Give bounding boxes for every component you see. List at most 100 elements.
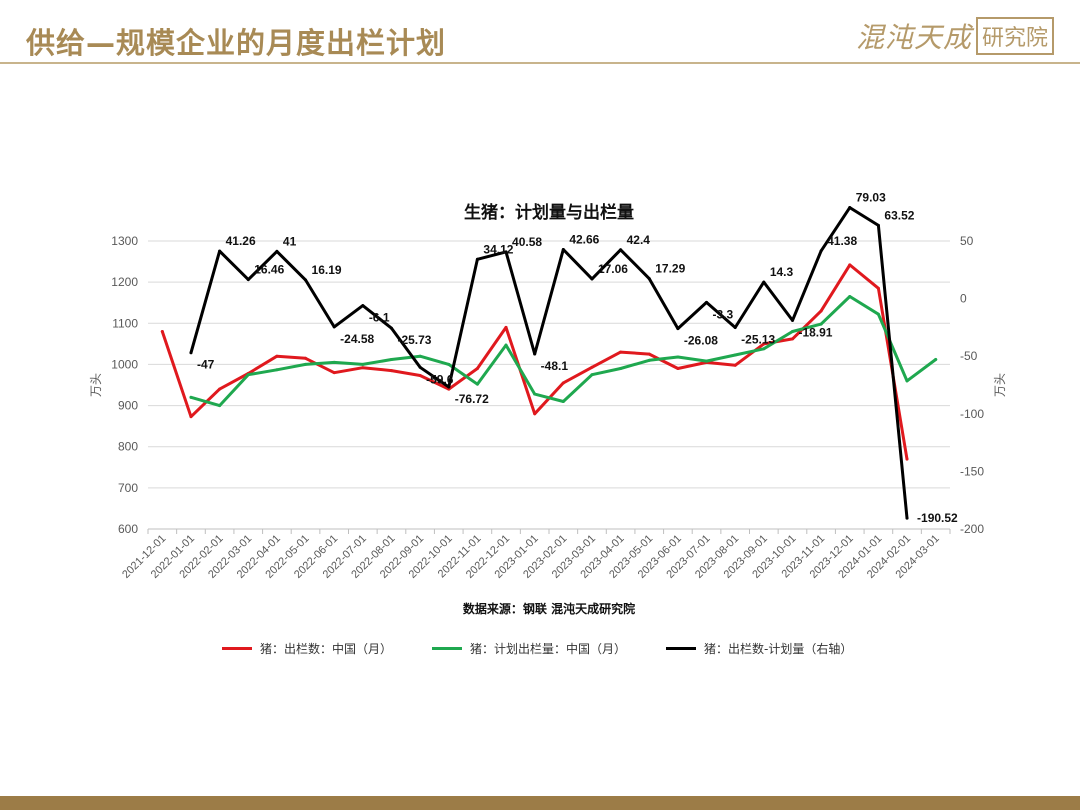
y2-tick-label: 50 <box>960 234 974 248</box>
legend-label-actual: 猪：出栏数：中国（月） <box>260 642 393 656</box>
series-line-0 <box>160 263 909 461</box>
data-point <box>275 368 279 372</box>
data-point <box>332 325 336 329</box>
data-point <box>819 322 823 326</box>
data-label: -6.1 <box>369 311 390 325</box>
data-label: 79.03 <box>856 191 886 205</box>
data-point <box>733 363 737 367</box>
chart-title: 生猪：计划量与出栏量 <box>464 203 634 223</box>
data-point <box>905 516 909 520</box>
y-axis-title: 万头 <box>89 373 103 397</box>
data-point <box>504 250 508 254</box>
data-point <box>876 223 880 227</box>
data-point <box>790 337 794 341</box>
data-label: 17.29 <box>655 262 685 276</box>
y2-tick-label: -100 <box>960 407 984 421</box>
y-tick-label: 700 <box>118 481 138 495</box>
legend-label-plan: 猪：计划出栏量：中国（月） <box>470 642 627 656</box>
data-label: -25.13 <box>741 333 775 347</box>
data-point <box>275 249 279 253</box>
data-label: 14.3 <box>770 265 794 279</box>
data-point <box>762 280 766 284</box>
data-point <box>733 353 737 357</box>
data-point <box>790 318 794 322</box>
data-point <box>304 362 308 366</box>
data-label: 16.46 <box>254 263 284 277</box>
data-point <box>905 379 909 383</box>
data-label: 40.58 <box>512 235 542 249</box>
data-point <box>590 365 594 369</box>
y2-tick-label: 0 <box>960 292 967 306</box>
data-point <box>876 286 880 290</box>
series-line-2 <box>189 206 909 520</box>
legend-item-plan: 猪：计划出栏量：中国（月） <box>432 640 626 657</box>
data-point <box>676 355 680 359</box>
data-label: -76.72 <box>455 392 489 406</box>
data-point <box>647 352 651 356</box>
legend-label-diff: 猪：出栏数-计划量（右轴） <box>704 642 853 656</box>
data-point <box>218 404 222 408</box>
chart-legend: 猪：出栏数：中国（月） 猪：计划出栏量：中国（月） 猪：出栏数-计划量（右轴） <box>222 640 892 657</box>
data-point <box>332 360 336 364</box>
data-point <box>246 278 250 282</box>
data-point <box>676 327 680 331</box>
data-label: 16.19 <box>312 263 342 277</box>
data-label-layer: -47 41.26 16.46 41 16.19 -24.58 -6.1 -25.73 -59.… <box>197 191 958 526</box>
y-tick-label: 1200 <box>111 275 138 289</box>
legend-item-diff: 猪：出栏数-计划量（右轴） <box>666 640 852 657</box>
data-label: -3.3 <box>713 307 734 321</box>
data-point <box>447 362 451 366</box>
data-point <box>189 395 193 399</box>
data-label: 41.26 <box>226 234 256 248</box>
data-label: 42.66 <box>569 232 599 246</box>
data-point <box>447 387 451 391</box>
data-label: 34.12 <box>483 242 513 256</box>
data-point <box>475 257 479 261</box>
page-title: 供给—规模企业的月度出栏计划 <box>26 26 447 60</box>
data-point <box>304 278 308 282</box>
y-tick-label: 1100 <box>112 316 138 330</box>
data-point <box>705 300 709 304</box>
y-tick-label: 600 <box>118 522 138 536</box>
footer-bar <box>0 796 1080 810</box>
logo-box: 研究院 <box>975 17 1054 55</box>
data-label: -24.58 <box>340 332 374 346</box>
data-label: -59.6 <box>426 372 454 386</box>
legend-swatch-red <box>222 647 252 650</box>
data-label: 42.4 <box>627 233 651 247</box>
source-note: 数据来源：钢联 混沌天成研究院 <box>462 602 636 616</box>
data-point <box>189 415 193 419</box>
legend-swatch-black <box>666 647 697 650</box>
data-point <box>475 382 479 386</box>
data-point <box>819 309 823 313</box>
y2-tick-label: -150 <box>960 464 984 478</box>
data-label: -26.08 <box>684 334 718 348</box>
y-tick-label: 800 <box>118 440 138 454</box>
data-point <box>790 330 794 334</box>
data-point <box>275 354 279 358</box>
data-point <box>418 374 422 378</box>
data-label: 17.06 <box>598 262 628 276</box>
data-label: 41 <box>283 234 297 248</box>
data-point <box>590 277 594 281</box>
data-point <box>533 412 537 416</box>
data-point <box>418 354 422 358</box>
grid-layer <box>148 240 950 530</box>
data-point <box>533 392 537 396</box>
legend-item-actual: 猪：出栏数：中国（月） <box>222 640 392 657</box>
data-point <box>332 371 336 375</box>
data-label: -25.73 <box>397 333 431 347</box>
series-line-1 <box>189 295 938 408</box>
data-point <box>561 399 565 403</box>
data-point <box>389 326 393 330</box>
data-point <box>676 367 680 371</box>
data-point <box>218 249 222 253</box>
data-label: 63.52 <box>884 208 914 222</box>
data-point <box>361 362 365 366</box>
data-point <box>246 373 250 377</box>
y-tick-label: 1300 <box>111 234 138 248</box>
data-point <box>762 342 766 346</box>
data-point <box>389 357 393 361</box>
axis-layer: 600 700 800 900 1000 1100 1200 1300 -200 -150 -100… <box>89 234 1007 581</box>
y-tick-label: 900 <box>118 399 138 413</box>
